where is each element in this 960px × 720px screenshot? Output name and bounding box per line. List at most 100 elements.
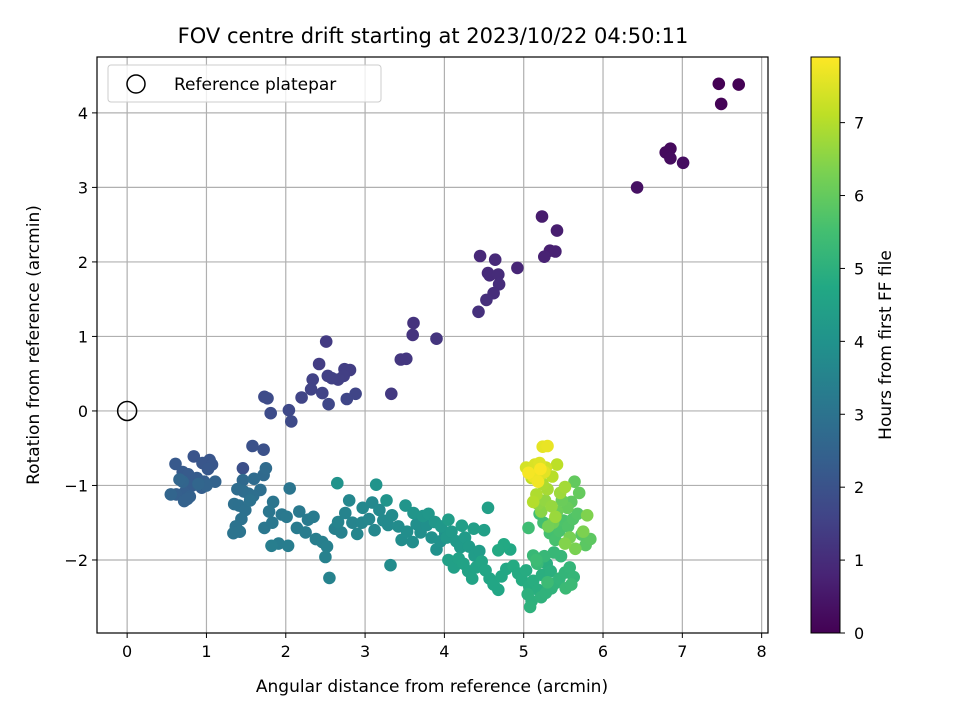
data-point: [169, 457, 182, 471]
data-points: [164, 77, 745, 614]
data-point: [306, 373, 320, 386]
y-tick-label: 3: [78, 178, 88, 197]
data-point: [714, 97, 728, 111]
data-point: [247, 472, 261, 486]
data-point: [445, 525, 458, 538]
data-point: [523, 600, 537, 614]
data-point: [335, 526, 348, 539]
x-tick-label: 4: [439, 642, 449, 661]
x-tick-label: 1: [201, 642, 211, 661]
x-tick-label: 2: [281, 642, 291, 661]
data-point: [342, 494, 356, 507]
data-point: [544, 564, 557, 578]
data-point: [285, 415, 298, 428]
x-tick-label: 7: [677, 642, 687, 661]
y-tick-label: 2: [78, 253, 88, 272]
x-tick-label: 3: [360, 642, 370, 661]
data-point: [312, 357, 326, 371]
data-point: [346, 516, 359, 529]
data-point: [331, 515, 345, 529]
data-point: [257, 443, 270, 457]
data-point: [280, 510, 293, 524]
data-point: [563, 561, 576, 574]
data-point: [385, 509, 399, 522]
data-point: [262, 505, 276, 518]
data-point: [664, 152, 677, 165]
y-axis-label: Rotation from reference (arcmin): [24, 205, 44, 485]
data-point: [545, 500, 558, 513]
data-point: [407, 506, 420, 520]
data-point: [541, 439, 554, 453]
colorbar: 0 1 2 3 4 5 6 7 Hours from first FF file: [810, 56, 896, 643]
data-point: [323, 571, 336, 585]
legend-reference-marker: [126, 74, 146, 94]
data-point: [320, 540, 334, 553]
data-point: [630, 181, 644, 194]
data-point: [473, 544, 486, 558]
x-tick-label: 6: [598, 642, 608, 661]
data-point: [373, 503, 386, 517]
legend-box: [107, 64, 382, 103]
data-point: [572, 486, 586, 500]
data-point: [325, 371, 339, 385]
data-point: [535, 210, 549, 223]
data-point: [547, 546, 561, 559]
data-point: [576, 525, 590, 538]
data-point: [406, 328, 420, 342]
data-point: [473, 249, 487, 263]
data-point: [236, 473, 250, 487]
data-point: [350, 527, 364, 541]
data-point: [565, 578, 578, 591]
colorbar-tick-label: 0: [854, 624, 864, 643]
data-point: [534, 462, 547, 476]
plot-frame: [96, 56, 769, 634]
data-point: [442, 513, 455, 526]
data-point: [384, 558, 397, 572]
data-point: [530, 553, 543, 567]
colorbar-tick-label: 4: [854, 332, 864, 351]
data-point: [481, 501, 495, 515]
data-point: [331, 476, 344, 490]
reference-platepar-marker: [116, 400, 138, 422]
data-point: [522, 466, 535, 480]
data-point: [266, 516, 279, 529]
data-point: [522, 521, 535, 535]
data-point: [541, 576, 554, 589]
colorbar-ticks: 0 1 2 3 4 5 6 7: [840, 114, 864, 643]
data-point: [712, 77, 726, 91]
data-point: [732, 78, 745, 91]
data-point: [369, 478, 383, 492]
data-point: [316, 386, 329, 400]
data-point: [549, 510, 562, 524]
data-point: [467, 522, 481, 535]
data-point: [531, 475, 545, 489]
reference-marker-group: [116, 400, 138, 422]
data-point: [319, 335, 333, 348]
data-point: [181, 492, 194, 506]
data-point: [356, 501, 370, 515]
data-point: [511, 261, 524, 275]
data-point: [550, 458, 564, 471]
y-tick-label: 4: [78, 104, 88, 123]
data-point: [243, 494, 257, 507]
colorbar-label: Hours from first FF file: [876, 250, 896, 440]
data-point: [340, 392, 354, 406]
data-point: [472, 305, 485, 319]
y-tick-label: −2: [64, 551, 88, 570]
data-point: [246, 439, 259, 453]
data-point: [380, 494, 393, 507]
data-point: [265, 539, 278, 553]
data-point: [236, 462, 250, 475]
data-point: [368, 523, 381, 537]
data-point: [187, 450, 201, 463]
data-point: [264, 406, 278, 420]
data-point: [549, 245, 562, 258]
colorbar-tick-label: 6: [854, 187, 864, 206]
data-point: [339, 506, 352, 520]
data-point: [492, 268, 505, 281]
data-point: [519, 564, 533, 577]
data-point: [571, 507, 584, 521]
data-point: [492, 583, 505, 597]
x-tick-label: 5: [519, 642, 529, 661]
data-point: [266, 495, 280, 509]
